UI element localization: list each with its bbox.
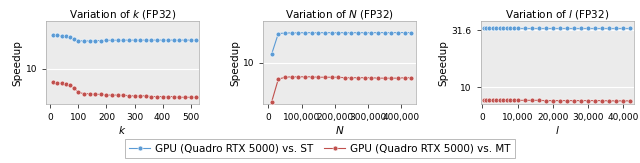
- Title: Variation of $N$ (FP32): Variation of $N$ (FP32): [285, 8, 394, 21]
- Title: Variation of $l$ (FP32): Variation of $l$ (FP32): [505, 8, 609, 21]
- X-axis label: $N$: $N$: [335, 124, 344, 136]
- X-axis label: $l$: $l$: [555, 124, 559, 136]
- Y-axis label: Speedup: Speedup: [438, 40, 449, 86]
- Y-axis label: Speedup: Speedup: [230, 40, 240, 86]
- Y-axis label: Speedup: Speedup: [13, 40, 23, 86]
- X-axis label: $k$: $k$: [118, 124, 127, 136]
- Title: Variation of $k$ (FP32): Variation of $k$ (FP32): [69, 8, 176, 21]
- Legend: GPU (Quadro RTX 5000) vs. ST, GPU (Quadro RTX 5000) vs. MT: GPU (Quadro RTX 5000) vs. ST, GPU (Quadr…: [125, 140, 515, 158]
